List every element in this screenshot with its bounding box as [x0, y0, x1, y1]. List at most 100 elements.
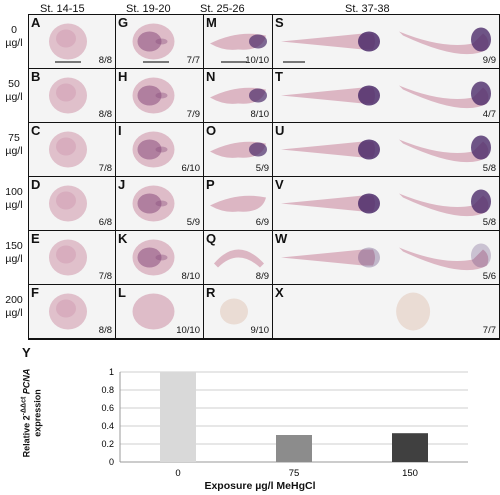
panel-j: J 5/9 [116, 177, 203, 230]
panel-m: M 10/10 [204, 15, 272, 68]
panel-fraction: 8/8 [98, 55, 112, 66]
panel-letter: G [118, 15, 129, 30]
y-tick-label: 0.2 [101, 439, 114, 449]
concentration-label-75: 75 µg/l [5, 132, 23, 157]
embryo-image [281, 243, 491, 271]
panel-fraction: 4/7 [482, 109, 496, 120]
x-tick-label: 150 [402, 468, 418, 479]
panel-p: P 6/9 [204, 177, 272, 230]
panel-letter: T [275, 69, 283, 84]
panel-fraction: 10/10 [176, 325, 200, 336]
x-tick-label: 75 [289, 468, 300, 479]
panel-letter: A [31, 15, 41, 30]
panel-fraction: 5/9 [186, 217, 200, 228]
bar-0 [160, 372, 196, 462]
y-tick-label: 1 [109, 367, 114, 377]
scale-bar [283, 61, 305, 63]
y-tick-label: 0 [109, 457, 114, 467]
y-tick-label: 0.6 [101, 403, 114, 413]
embryo-image [396, 292, 431, 331]
panel-letter: B [31, 69, 41, 84]
embryo-image-grid: A 8/8 G 7/7 M 10/10 S 9/9 B 8/8 H 7/9 N 8/10 T 4/7 C 7/8 I… [28, 14, 500, 340]
panel-letter: D [31, 177, 41, 192]
panel-fraction: 9/10 [250, 325, 270, 336]
panel-fraction: 9/9 [482, 55, 496, 66]
concentration-label-200: 200 µg/l [5, 294, 23, 319]
embryo-image [132, 185, 175, 222]
panel-fraction: 8/9 [255, 271, 269, 282]
panel-h: H 7/9 [116, 69, 203, 122]
panel-r: R 9/10 [204, 285, 272, 338]
panel-fraction: 10/10 [245, 55, 269, 66]
chart-x-axis-label: Exposure µg/l MeHgCl [204, 480, 316, 492]
panel-g: G 7/7 [116, 15, 203, 68]
panel-e: E 7/8 [29, 231, 115, 284]
panel-letter: N [206, 69, 216, 84]
stage-header-25-26: St. 25-26 [200, 3, 245, 15]
panel-k: K 8/10 [116, 231, 203, 284]
y-tick-label: 0.4 [101, 421, 114, 431]
panel-letter: J [118, 177, 126, 192]
panel-letter: V [275, 177, 284, 192]
embryo-image [49, 293, 87, 330]
panel-fraction: 6/10 [181, 163, 201, 174]
concentration-label-0: 0 µg/l [5, 24, 23, 49]
pcna-expression-bar-chart: 0 0.2 0.4 0.6 0.8 1 0 75 150 [101, 367, 468, 479]
embryo-image [281, 27, 491, 55]
panel-fraction: 7/8 [98, 163, 112, 174]
panel-u: U 5/8 [273, 123, 499, 176]
panel-s: S 9/9 [273, 15, 499, 68]
panel-letter: L [118, 285, 126, 300]
panel-i: I 6/10 [116, 123, 203, 176]
panel-letter: K [118, 231, 128, 246]
embryo-image [281, 81, 491, 109]
panel-x: X 7/7 [273, 285, 499, 338]
chart-panel-label: Y [22, 345, 31, 360]
panel-letter: E [31, 231, 40, 246]
panel-b: B 8/8 [29, 69, 115, 122]
panel-letter: S [275, 15, 284, 30]
panel-letter: R [206, 285, 216, 300]
embryo-image [132, 23, 175, 60]
panel-l: L 10/10 [116, 285, 203, 338]
panel-letter: W [275, 231, 288, 246]
panel-letter: C [31, 123, 41, 138]
embryo-image [281, 189, 491, 217]
embryo-image [132, 239, 175, 276]
panel-o: O 5/9 [204, 123, 272, 176]
embryo-image [214, 249, 264, 268]
panel-w: W 5/6 [273, 231, 499, 284]
panel-fraction: 7/7 [186, 55, 200, 66]
concentration-label-50: 50 µg/l [5, 78, 23, 103]
y-tick-label: 0.8 [101, 385, 114, 395]
panel-q: Q 8/9 [204, 231, 272, 284]
panel-letter: I [118, 123, 122, 138]
panel-letter: H [118, 69, 128, 84]
panel-fraction: 7/9 [186, 109, 200, 120]
panel-letter: X [275, 285, 284, 300]
embryo-image [132, 131, 175, 168]
panel-letter: F [31, 285, 39, 300]
panel-fraction: 6/8 [98, 217, 112, 228]
concentration-label-150: 150 µg/l [5, 240, 23, 265]
embryo-image [132, 293, 175, 330]
panel-fraction: 8/10 [250, 109, 270, 120]
panel-d: D 6/8 [29, 177, 115, 230]
panel-letter: O [206, 123, 217, 138]
panel-n: N 8/10 [204, 69, 272, 122]
embryo-image [49, 77, 87, 114]
embryo-image [210, 195, 266, 212]
embryo-image [210, 87, 267, 104]
embryo-image [281, 135, 491, 163]
panel-t: T 4/7 [273, 69, 499, 122]
embryo-image [49, 185, 87, 222]
stage-header-37-38: St. 37-38 [345, 3, 390, 15]
scale-bar [55, 61, 81, 63]
panel-fraction: 7/7 [482, 325, 496, 336]
stage-header-14-15: St. 14-15 [40, 3, 85, 15]
panel-letter: Q [206, 231, 217, 246]
panel-fraction: 8/8 [98, 109, 112, 120]
panel-f: F 8/8 [29, 285, 115, 338]
panel-a: A 8/8 [29, 15, 115, 68]
bar-150 [392, 433, 428, 462]
